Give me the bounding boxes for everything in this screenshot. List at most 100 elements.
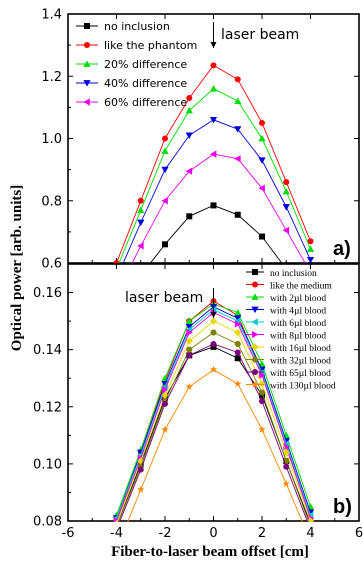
data-point [162, 241, 168, 248]
data-point [113, 291, 119, 298]
legend: no inclusion like the phantom 20% differen… [76, 20, 197, 109]
legend-label: 60% difference [104, 96, 187, 109]
data-point [185, 132, 193, 139]
series-8 [119, 340, 309, 522]
legend-item: 20% difference [76, 58, 187, 71]
series-9 [127, 365, 303, 522]
data-point [185, 323, 193, 331]
data-point [282, 479, 291, 488]
data-point [137, 206, 145, 213]
legend-item: no inclusion [76, 20, 170, 33]
x-tick-label: -6 [62, 526, 75, 541]
data-point [209, 85, 218, 92]
legend-marker [252, 281, 258, 288]
data-point [258, 184, 265, 192]
legend-label: 40% difference [104, 77, 187, 90]
data-point [234, 211, 241, 218]
panel-b: 0.08 0.10 0.12 0.14 0.16 -6 -4 -2 0 2 4 6 laser beam… [33, 263, 363, 541]
laser-beam-arrowhead [210, 312, 217, 318]
legend-marker [84, 23, 90, 29]
legend-item: no inclusion [246, 269, 317, 279]
data-point [210, 62, 217, 69]
plot-area [112, 298, 315, 522]
data-point [234, 76, 241, 83]
legend-item: with 130µl blood [246, 380, 336, 391]
data-point [162, 135, 168, 142]
data-point [282, 187, 290, 195]
y-tick-label: 0.12 [33, 400, 62, 415]
series-6 [114, 317, 315, 522]
data-point [258, 380, 266, 388]
series-4 [113, 150, 307, 298]
x-tick-label: -4 [110, 526, 123, 541]
data-point [137, 197, 144, 204]
legend-marker [83, 80, 91, 87]
data-point [210, 202, 217, 209]
y-tick-label: 0.8 [41, 194, 62, 209]
legend-item: with 6µl blood [246, 318, 326, 329]
data-point [234, 349, 241, 356]
data-point [234, 328, 242, 337]
legend-item: with 8µl blood [246, 330, 326, 341]
laser-beam-arrowhead [210, 42, 217, 48]
data-point [185, 382, 194, 391]
data-point [234, 341, 242, 347]
data-point [209, 116, 218, 124]
series-2 [118, 85, 315, 264]
data-point [209, 365, 218, 373]
data-point [161, 197, 168, 205]
data-point [283, 179, 290, 186]
y-tick-label: 1.2 [41, 70, 62, 85]
data-point [282, 204, 290, 211]
legend-label: like the phantom [104, 39, 197, 52]
data-point [259, 398, 265, 405]
y-tick-label: 1.4 [41, 8, 62, 23]
legend-item: with 4µl blood [246, 306, 326, 316]
data-point [113, 260, 120, 264]
legend-marker [251, 356, 259, 363]
y-tick-label: 0.16 [33, 286, 62, 301]
data-point [234, 155, 241, 163]
data-point [259, 233, 265, 240]
legend-label: with 4µl blood [270, 306, 326, 316]
legend-item: with 65µl blood [246, 369, 331, 379]
legend-item: like the medium [246, 281, 332, 291]
legend-marker [251, 343, 259, 351]
data-point [306, 245, 315, 252]
data-point [185, 317, 193, 324]
y-tick-label: 1.0 [41, 132, 62, 147]
data-point [185, 167, 193, 175]
data-point [185, 346, 193, 353]
data-point [259, 371, 266, 379]
data-point [186, 95, 193, 102]
y-tick-label: 0.14 [33, 343, 62, 358]
data-point [210, 329, 217, 336]
y-axis-label: Optical power [arb. units] [9, 185, 25, 351]
data-point [233, 379, 242, 388]
y-tick-label: 0.10 [33, 457, 62, 472]
data-point [234, 320, 242, 328]
legend-item: 60% difference [76, 96, 187, 109]
legend: no inclusion like the medium with 2µl bloo… [246, 269, 336, 391]
data-point [234, 355, 241, 362]
data-point [161, 147, 169, 154]
data-point [209, 150, 217, 158]
data-point [186, 352, 193, 359]
data-point [234, 308, 242, 316]
data-point [186, 213, 193, 220]
x-axis-label: Fiber-to-laser beam offset [cm] [111, 544, 309, 560]
panel-label: b) [333, 496, 352, 518]
legend-marker [251, 306, 259, 314]
legend-item: 40% difference [76, 77, 187, 90]
data-point [137, 242, 144, 250]
legend-label: with 32µl blood [270, 356, 331, 366]
legend-label: with 130µl blood [270, 381, 336, 391]
data-point [162, 400, 168, 407]
laser-beam-label: laser beam [125, 290, 203, 306]
series-3 [122, 116, 315, 264]
legend-label: no inclusion [104, 20, 170, 33]
legend-label: with 65µl blood [270, 369, 331, 379]
y-tick-label: 0.6 [41, 257, 62, 272]
data-point [114, 316, 120, 322]
